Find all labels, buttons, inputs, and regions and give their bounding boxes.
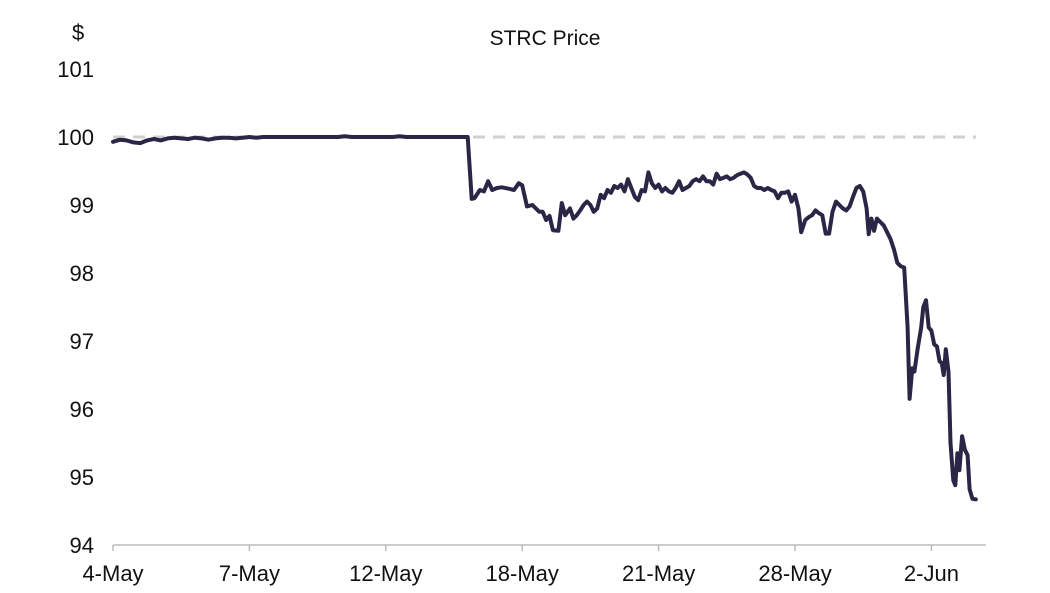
y-tick-label: 94 — [70, 533, 94, 558]
chart-title: STRC Price — [490, 27, 601, 50]
x-tick-label: 12-May — [349, 561, 422, 586]
x-tick-label: 18-May — [486, 561, 559, 586]
y-tick-label: 98 — [70, 261, 94, 286]
strc-price-line — [111, 134, 978, 502]
x-tick-label: 7-May — [219, 561, 280, 586]
y-tick-label: 97 — [70, 329, 94, 354]
x-tick-label: 2-Jun — [904, 561, 959, 586]
y-axis-unit-label: $ — [72, 20, 84, 45]
y-tick-label: 99 — [70, 193, 94, 218]
x-axis-tick-labels: 4-May 7-May 12-May 18-May 21-May 28-May 2-Jun — [82, 561, 959, 586]
y-tick-label: 95 — [70, 465, 94, 490]
x-tick-label: 4-May — [82, 561, 143, 586]
x-axis-ticks — [112, 545, 933, 551]
x-tick-label: 28-May — [758, 561, 831, 586]
y-axis-tick-labels: 94 95 96 97 98 99 100 101 — [57, 57, 94, 558]
y-tick-label: 100 — [57, 125, 94, 150]
y-tick-label: 101 — [57, 57, 94, 82]
y-tick-label: 96 — [70, 397, 94, 422]
x-tick-label: 21-May — [622, 561, 695, 586]
